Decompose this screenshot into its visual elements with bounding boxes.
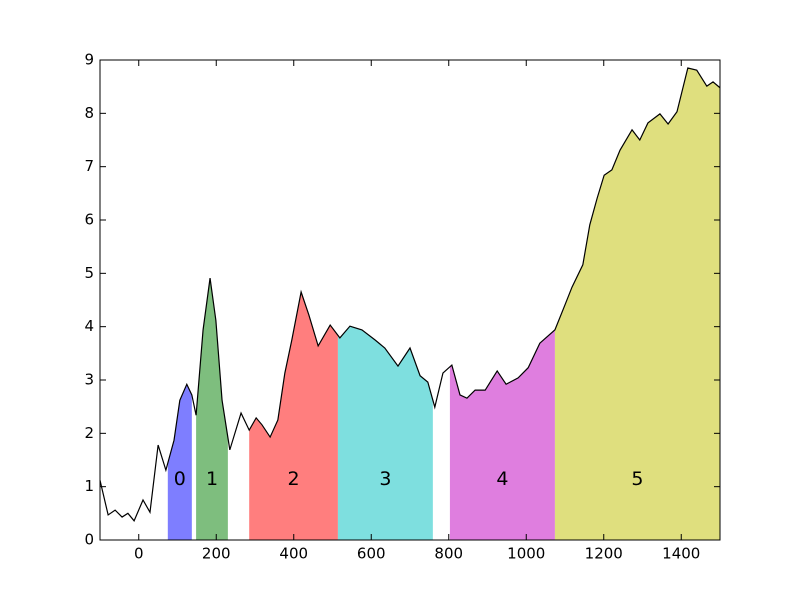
y-tick-label: 5 xyxy=(84,264,94,282)
y-tick-label: 9 xyxy=(84,51,94,69)
region-label: 0 xyxy=(174,468,186,490)
y-tick-label: 4 xyxy=(84,317,94,335)
region-label: 4 xyxy=(496,468,508,490)
region-fill xyxy=(167,384,192,540)
y-tick-label: 8 xyxy=(84,104,94,122)
region-label: 2 xyxy=(288,468,300,490)
x-tick-label: 1400 xyxy=(662,545,700,563)
region-fill xyxy=(249,292,338,540)
region-label: 3 xyxy=(379,468,391,490)
region-fill xyxy=(196,278,228,540)
x-tick-label: 1200 xyxy=(585,545,623,563)
y-tick-label: 6 xyxy=(84,211,94,229)
y-tick-label: 3 xyxy=(84,371,94,389)
region-label: 5 xyxy=(631,468,643,490)
curve xyxy=(99,67,721,522)
y-tick-label: 0 xyxy=(84,531,94,549)
y-tick-label: 1 xyxy=(84,477,94,495)
region-fill xyxy=(554,68,720,540)
x-tick-label: 1000 xyxy=(507,545,545,563)
plot-frame xyxy=(99,59,721,541)
y-tick-label: 7 xyxy=(84,157,94,175)
x-tick-label: 800 xyxy=(434,545,463,563)
x-tick-label: 400 xyxy=(279,545,308,563)
region-fill xyxy=(449,329,555,540)
region-fill xyxy=(337,326,433,540)
region-label: 1 xyxy=(206,468,218,490)
x-tick-label: 0 xyxy=(134,545,144,563)
y-tick-label: 2 xyxy=(84,424,94,442)
x-tick-label: 600 xyxy=(357,545,386,563)
x-tick-label: 200 xyxy=(202,545,231,563)
